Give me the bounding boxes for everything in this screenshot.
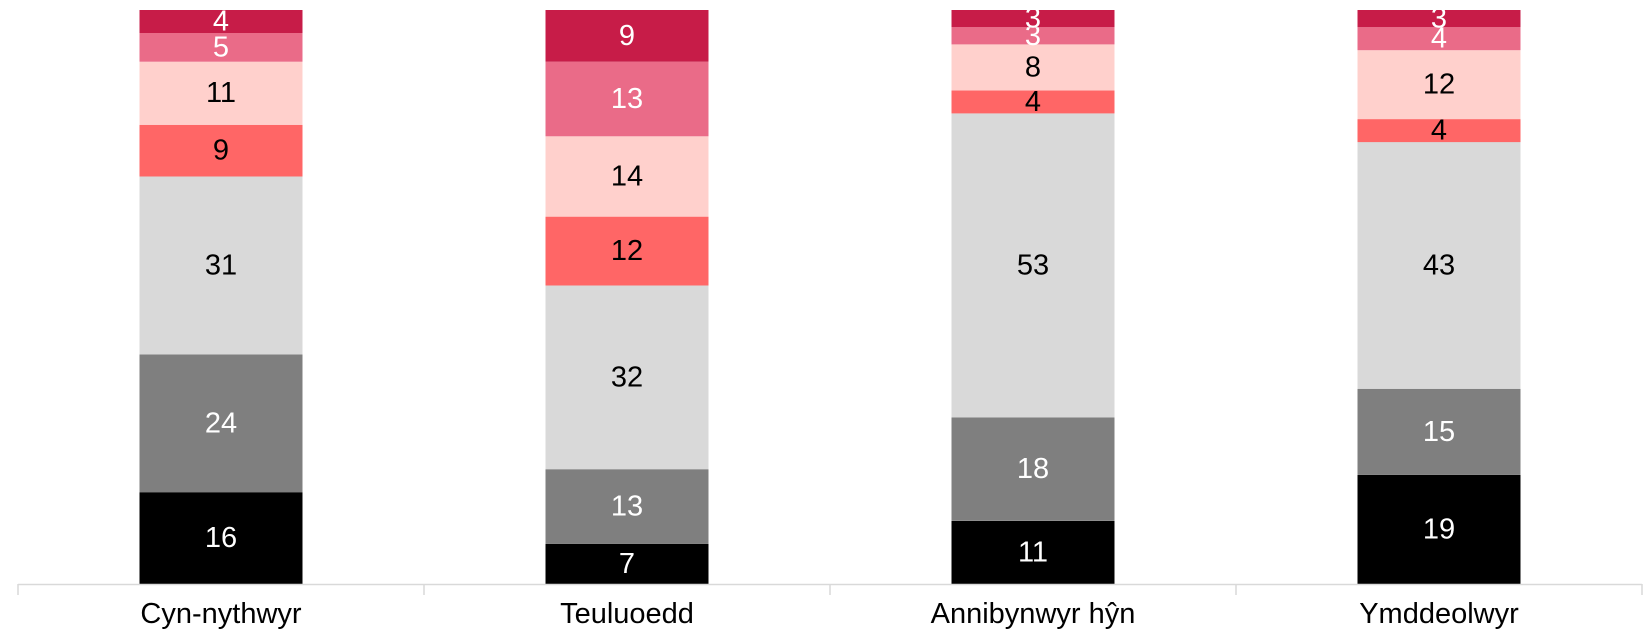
data-label: 18	[1017, 453, 1049, 485]
data-label: 15	[1423, 416, 1455, 448]
bar-segment	[139, 10, 303, 33]
bar-segment	[139, 33, 303, 62]
category-label: Cyn-nythwyr	[140, 598, 301, 630]
data-label: 3	[1431, 3, 1447, 35]
bar-segment	[545, 136, 709, 217]
data-label: 43	[1423, 249, 1455, 281]
data-label: 7	[619, 548, 635, 580]
bar-segment	[1357, 50, 1521, 120]
data-label: 32	[611, 361, 643, 393]
bar-segment	[951, 417, 1115, 521]
data-label: 14	[611, 161, 643, 193]
data-label: 5	[213, 31, 229, 63]
bar-segment	[1357, 388, 1521, 475]
bar-segment	[139, 176, 303, 355]
bar-segment	[545, 10, 709, 62]
data-label: 12	[611, 235, 643, 267]
data-label: 53	[1017, 249, 1049, 281]
bar-segment	[139, 354, 303, 493]
bar-segment	[1357, 474, 1521, 584]
bar-segment	[139, 124, 303, 177]
data-label: 3	[1025, 20, 1041, 52]
data-label: 11	[206, 77, 236, 109]
data-label: 8	[1025, 51, 1041, 83]
category-label: Annibynwyr hŷn	[931, 598, 1136, 630]
bar-segment	[951, 90, 1115, 114]
data-label: 4	[1431, 23, 1447, 55]
bar-segment	[1357, 10, 1521, 28]
data-label: 4	[1431, 115, 1447, 147]
bar-segment	[545, 216, 709, 286]
bar-segment	[545, 285, 709, 470]
bar-segment	[545, 61, 709, 137]
category-label: Teuluoedd	[560, 598, 694, 630]
data-label: 3	[1025, 3, 1041, 35]
data-label: 4	[1025, 86, 1041, 118]
bar-segment	[951, 44, 1115, 91]
bar-segment	[139, 492, 303, 584]
data-label: 16	[205, 522, 237, 554]
bar-segment	[545, 543, 709, 584]
bar-segment	[1357, 142, 1521, 389]
data-label: 4	[213, 6, 229, 38]
bars-group: 1624319115471332121413911185348331915434…	[139, 3, 1521, 584]
data-label: 31	[205, 249, 237, 281]
bar-segment	[139, 61, 303, 125]
data-label: 9	[619, 20, 635, 52]
data-label: 12	[1423, 69, 1455, 101]
bar-segment	[545, 469, 709, 544]
bar-segment	[1357, 27, 1521, 51]
data-label: 13	[611, 491, 643, 523]
bar-segment	[951, 10, 1115, 28]
bar-segment	[951, 113, 1115, 418]
data-label: 24	[205, 407, 237, 439]
data-label: 9	[213, 135, 229, 167]
data-label: 13	[611, 83, 643, 115]
bar-segment	[951, 520, 1115, 584]
bar-segment	[1357, 119, 1521, 143]
bar-segment	[951, 27, 1115, 45]
data-label: 19	[1423, 514, 1455, 546]
category-label: Ymddeolwyr	[1359, 598, 1519, 630]
data-label: 11	[1018, 536, 1048, 568]
x-axis: Cyn-nythwyr Teuluoedd Annibynwyr hŷn Ymddeo…	[17, 583, 1643, 630]
